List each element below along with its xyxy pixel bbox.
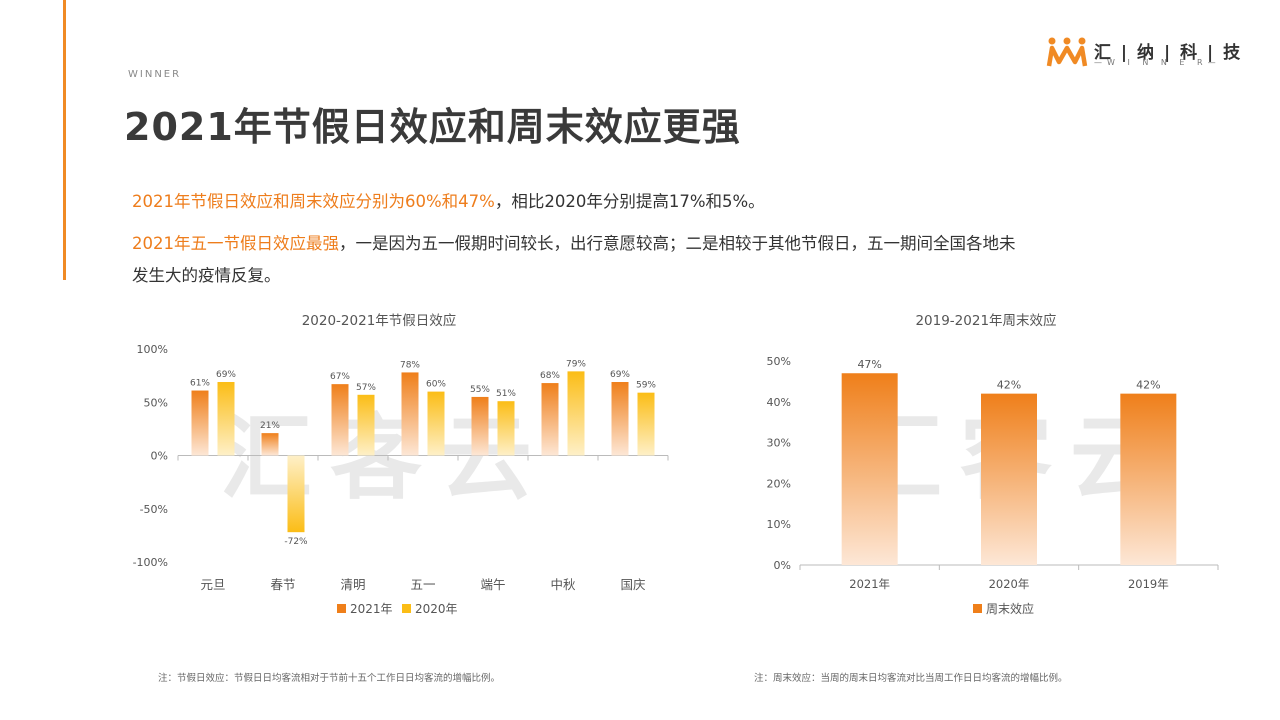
bar-2021 (331, 384, 349, 456)
y-tick-label: 40% (767, 396, 791, 409)
data-label: 60% (426, 380, 446, 390)
legend-swatch-weekend (973, 604, 982, 613)
bar-2021 (471, 396, 489, 456)
y-tick-label: -100% (133, 556, 168, 569)
x-tick-label: 2019年 (1128, 577, 1169, 591)
summary-highlight-1: 2021年节假日效应和周末效应分别为60%和47% (132, 192, 495, 211)
x-tick-label: 国庆 (620, 577, 646, 592)
bar-2020 (497, 401, 515, 456)
holiday-effect-chart: 2020-2021年节假日效应汇客云100%50%0%-50%-100%元旦61… (133, 312, 669, 616)
bar-weekend (1120, 393, 1177, 565)
data-label: 67% (330, 372, 350, 382)
y-tick-label: 50% (144, 396, 168, 409)
bar-2021 (401, 372, 419, 456)
x-tick-label: 2020年 (989, 577, 1030, 591)
y-tick-label: 0% (774, 559, 791, 572)
data-label: 68% (540, 371, 560, 381)
bar-2021 (191, 390, 209, 456)
bar-2020 (567, 371, 585, 456)
legend-label: 2020年 (415, 602, 458, 616)
y-tick-label: 30% (767, 437, 791, 450)
bar-weekend (981, 393, 1037, 565)
data-label: 69% (216, 370, 236, 380)
data-label: 61% (190, 379, 210, 389)
data-label: 59% (636, 381, 656, 391)
weekend-effect-chart: 2019-2021年周末效应汇客云50%40%30%20%10%0%47%202… (767, 312, 1219, 616)
y-tick-label: 0% (151, 450, 168, 463)
y-tick-label: 20% (767, 477, 791, 490)
data-label: 47% (857, 358, 881, 371)
page-title: 2021年节假日效应和周末效应更强 (124, 105, 741, 149)
data-label: 55% (470, 385, 490, 395)
summary-text-1: ，相比2020年分别提高17%和5%。 (494, 192, 765, 211)
brand-small-text: WINNER (128, 69, 182, 80)
x-tick-label: 五一 (410, 577, 435, 592)
summary-line-3: 发生大的疫情反复。 (132, 266, 281, 285)
x-tick-label: 中秋 (550, 577, 576, 592)
bar-2021 (261, 433, 279, 456)
summary-line-2: 2021年五一节假日效应最强，一是因为五一假期时间较长，出行意愿较高；二是相较于… (132, 229, 1016, 259)
company-logo: 汇 | 纳 | 科 | 技 —W I N N E R— (1046, 36, 1240, 76)
x-tick-label: 端午 (480, 577, 505, 592)
holiday-chart-note: 注：节假日效应：节假日日均客流相对于节前十五个工作日日均客流的增幅比例。 (158, 673, 501, 684)
bar-2020 (637, 392, 655, 456)
y-tick-label: 50% (767, 355, 791, 368)
data-label: 42% (1136, 379, 1160, 392)
bar-2021 (541, 383, 559, 456)
y-tick-label: 10% (767, 518, 791, 531)
summary-text-2: ，一是因为五一假期时间较长，出行意愿较高；二是相较于其他节假日，五一期间全国各地… (339, 234, 1016, 253)
x-tick-label: 2021年 (849, 577, 890, 591)
legend-swatch-2020 (402, 604, 411, 613)
data-label: 57% (356, 383, 376, 393)
accent-bar (63, 0, 66, 280)
y-tick-label: 100% (137, 343, 168, 356)
bar-2020 (427, 391, 445, 456)
bar-2020 (217, 382, 235, 456)
x-tick-label: 春节 (270, 577, 295, 592)
legend-swatch-2021 (337, 604, 346, 613)
weekend-chart-note: 注：周末效应：当周的周末日均客流对比当周工作日日均客流的增幅比例。 (754, 673, 1068, 684)
logo-mark-icon (1046, 37, 1088, 67)
logo-name: 汇 | 纳 | 科 | 技 (1094, 43, 1243, 63)
bar-2021 (611, 382, 629, 456)
x-tick-label: 元旦 (200, 577, 225, 592)
y-tick-label: -50% (140, 503, 168, 516)
summary-highlight-2: 2021年五一节假日效应最强 (132, 234, 339, 253)
data-label: 42% (997, 379, 1021, 392)
bar-2020 (287, 455, 305, 533)
legend-label: 2021年 (350, 602, 393, 616)
data-label: 79% (566, 359, 586, 369)
data-label: 21% (260, 421, 280, 431)
bar-weekend (841, 373, 898, 565)
summary-line-1: 2021年节假日效应和周末效应分别为60%和47%，相比2020年分别提高17%… (132, 187, 765, 217)
legend-label: 周末效应 (986, 601, 1034, 616)
chart-title: 2019-2021年周末效应 (915, 312, 1056, 329)
bar-2020 (357, 394, 375, 456)
data-label: 78% (400, 360, 420, 370)
data-label: 51% (496, 389, 516, 399)
logo-subtitle: —W I N N E R— (1094, 58, 1221, 67)
data-label: 69% (610, 370, 630, 380)
chart-title: 2020-2021年节假日效应 (302, 312, 457, 329)
x-tick-label: 清明 (340, 577, 365, 592)
data-label: -72% (284, 537, 308, 547)
